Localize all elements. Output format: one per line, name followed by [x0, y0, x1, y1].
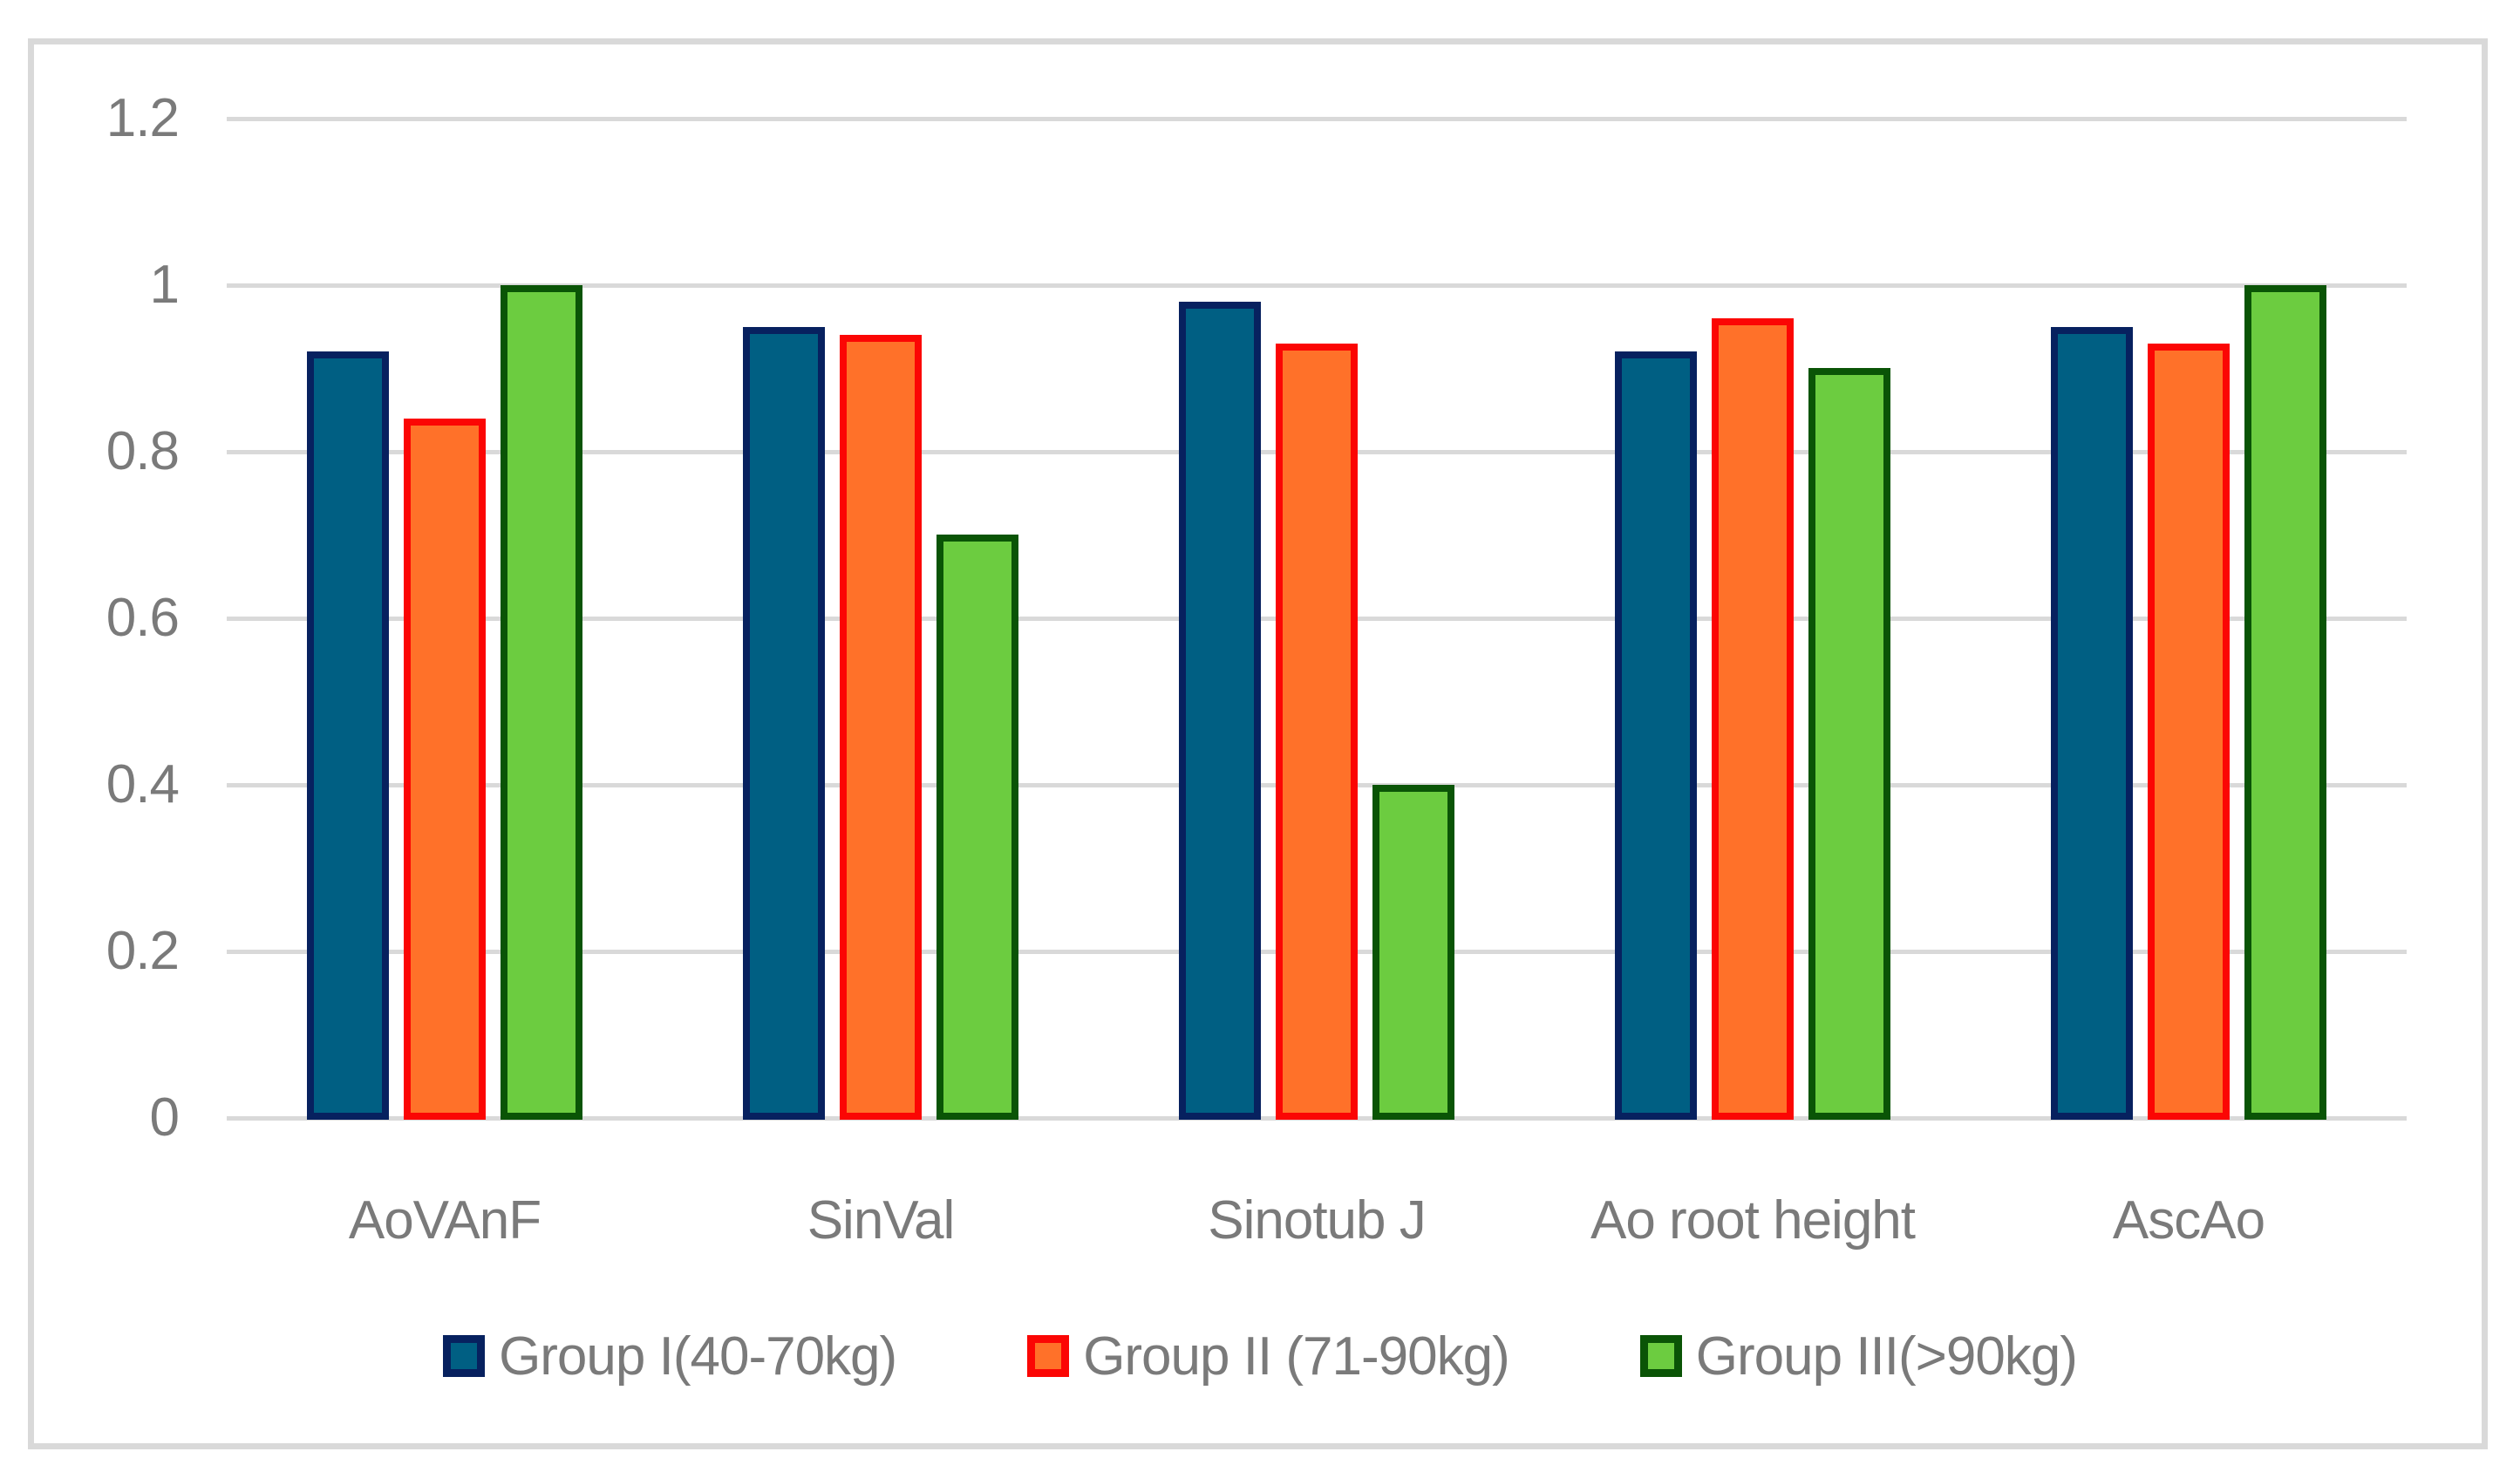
y-axis-tick-label: 0.2	[106, 921, 180, 981]
bar-ao-root-height-series-3	[1808, 368, 1890, 1120]
legend-label-group-iii: Group III(>90kg)	[1695, 1326, 2078, 1387]
legend-label-group-ii: Group II (71-90kg)	[1083, 1326, 1510, 1387]
x-axis-category-label: AscAo	[2112, 1190, 2265, 1251]
bar-ascao-series-3	[2244, 285, 2326, 1120]
bar-sinval-series-1	[743, 327, 825, 1120]
legend-swatch-group-ii	[1027, 1335, 1070, 1377]
legend-swatch-group-iii	[1639, 1335, 1682, 1377]
y-axis-tick-label: 0.4	[106, 754, 180, 814]
x-axis-category-label: Ao root height	[1590, 1190, 1916, 1251]
legend-item-group-i: Group I(40-70kg)	[443, 1326, 897, 1387]
y-axis-tick-label: 0.6	[106, 588, 180, 648]
legend-item-group-iii: Group III(>90kg)	[1639, 1326, 2078, 1387]
bar-aovanf-series-2	[404, 419, 486, 1120]
legend-item-group-ii: Group II (71-90kg)	[1027, 1326, 1510, 1387]
gridline-y-1.2	[227, 117, 2407, 121]
bar-sinotub-j-series-3	[1372, 785, 1454, 1120]
y-axis-tick-label: 0.8	[106, 421, 180, 481]
bar-ao-root-height-series-2	[1712, 318, 1794, 1120]
x-axis-category-label: AoVAnF	[348, 1190, 541, 1251]
bar-ascao-series-1	[2051, 327, 2133, 1120]
legend-label-group-i: Group I(40-70kg)	[499, 1326, 897, 1387]
bar-sinval-series-2	[840, 335, 922, 1120]
bar-sinval-series-3	[936, 535, 1018, 1120]
bar-ascao-series-2	[2148, 344, 2230, 1120]
chart-legend: Group I(40-70kg) Group II (71-90kg) Grou…	[0, 1308, 2520, 1404]
bar-sinotub-j-series-2	[1276, 344, 1358, 1120]
bar-sinotub-j-series-1	[1179, 302, 1261, 1120]
bar-aovanf-series-1	[307, 351, 389, 1120]
x-axis-category-label: SinVal	[807, 1190, 956, 1251]
legend-swatch-group-i	[443, 1335, 486, 1377]
y-axis-tick-label: 1.2	[106, 88, 180, 148]
x-axis-category-label: Sinotub J	[1208, 1190, 1427, 1251]
y-axis-tick-label: 1	[149, 255, 180, 315]
y-axis-tick-label: 0	[149, 1087, 180, 1148]
gridline-y-1	[227, 283, 2407, 288]
bar-aovanf-series-3	[501, 285, 582, 1120]
bar-ao-root-height-series-1	[1615, 351, 1697, 1120]
